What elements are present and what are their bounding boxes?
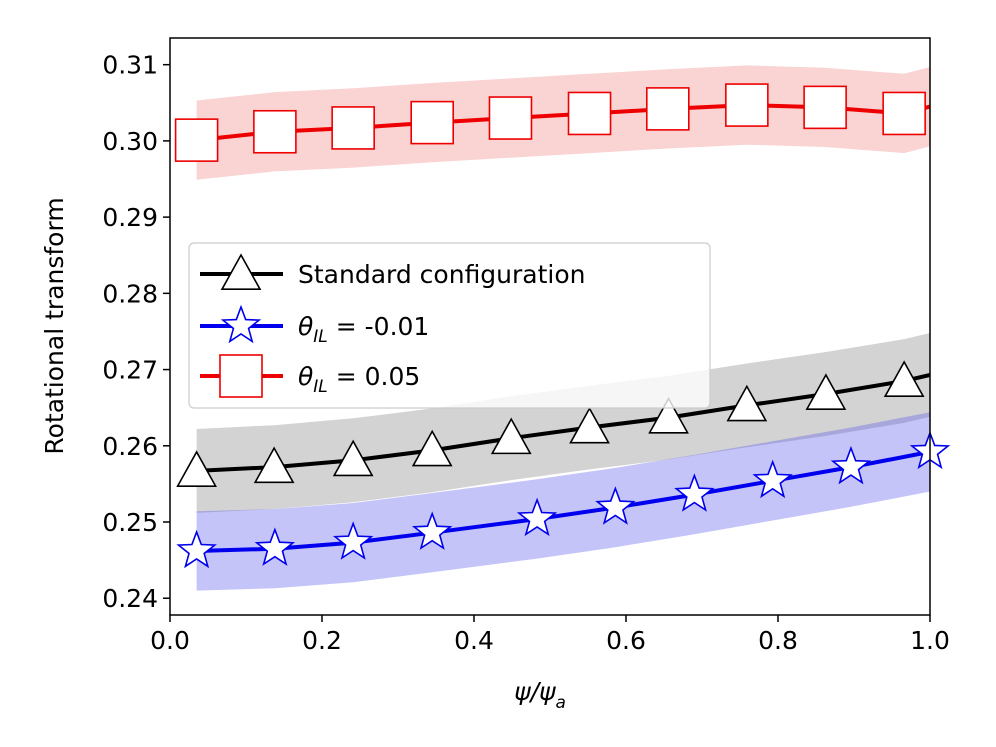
marker-series-2-point-8: [803, 85, 847, 130]
legend-box: [188, 242, 711, 409]
y-tick-label-1: 0.25: [102, 508, 158, 537]
marker-series-1-point-4: [516, 497, 558, 537]
legend-label-standard: Standard configuration: [298, 260, 586, 289]
band-series-0: [196, 333, 930, 513]
marker-series-0-point-6: [648, 396, 689, 434]
marker-series-2-point-6: [645, 87, 690, 131]
marker-series-1-point-0: [176, 529, 217, 569]
marker-series-1-point-8: [830, 445, 872, 485]
x-tick-label-0: 0.0: [150, 626, 190, 655]
marker-series-0-point-5: [569, 406, 610, 444]
band-series-1: [196, 412, 930, 591]
marker-series-1-point-1: [254, 527, 296, 566]
x-tick-label-2: 0.4: [454, 626, 494, 655]
marker-series-0-point-8: [805, 373, 847, 410]
x-tick-label-5: 1.0: [910, 626, 950, 655]
marker-series-0-point-7: [726, 384, 768, 422]
marker-series-1-point-2: [332, 521, 374, 560]
marker-series-2-point-9: [882, 91, 926, 136]
marker-series-2-point-2: [331, 106, 375, 150]
y-tick-label-2: 0.26: [102, 432, 158, 461]
y-tick-label-4: 0.28: [102, 279, 158, 308]
marker-series-2-point-1: [253, 109, 297, 154]
legend-label-theta-neg: θIL = -0.01: [298, 312, 429, 347]
marker-series-2-point-4: [488, 96, 533, 140]
x-tick-label-4: 0.8: [758, 626, 798, 655]
x-axis-label: ψ/ψa: [514, 677, 566, 713]
uncertainty-bands: [196, 65, 930, 591]
x-tick-label-3: 0.6: [606, 626, 646, 655]
y-tick-label-0: 0.24: [102, 584, 158, 613]
legend: Standard configuration θIL = -0.01 θIL =…: [188, 242, 711, 409]
y-tick-label-6: 0.30: [102, 127, 158, 156]
marker-series-0-point-3: [411, 429, 453, 467]
marker-series-1-point-3: [411, 511, 453, 550]
line-series-1: [196, 449, 930, 553]
marker-series-2-point-3: [410, 100, 455, 145]
marker-series-0-point-1: [253, 446, 295, 484]
marker-series-1-point-5: [595, 486, 636, 525]
marker-series-0-point-4: [490, 417, 532, 455]
y-tick-label-3: 0.27: [102, 356, 158, 385]
marker-series-2-point-0: [174, 118, 219, 162]
marker-series-1-point-7: [752, 459, 793, 499]
marker-series-0-point-2: [332, 439, 374, 477]
marker-series-0-point-0: [176, 450, 217, 487]
legend-markers: [200, 253, 283, 398]
x-tick-label-1: 0.2: [302, 626, 342, 655]
marker-series-1-point-6: [674, 473, 715, 512]
axis-ticks: 0.0 0.2 0.4 0.6 0.8 1.0 0.24 0.25 0.26 0.27 0.28 0.…: [102, 51, 950, 655]
legend-marker-0: [220, 253, 262, 291]
marker-series-2-point-5: [567, 91, 612, 136]
plot-area: [174, 65, 951, 591]
marker-series-2-point-7: [725, 83, 769, 127]
marker-series-0-point-9: [883, 360, 925, 397]
legend-marker-1: [220, 304, 262, 344]
legend-label-theta-pos: θIL = 0.05: [298, 362, 420, 397]
series-markers: [174, 83, 951, 569]
y-tick-label-7: 0.31: [102, 51, 158, 80]
y-tick-label-5: 0.29: [102, 203, 158, 232]
axes-frame: [169, 37, 931, 616]
y-axis-label: Rotational transform: [40, 197, 69, 454]
legend-marker-2: [219, 354, 263, 398]
